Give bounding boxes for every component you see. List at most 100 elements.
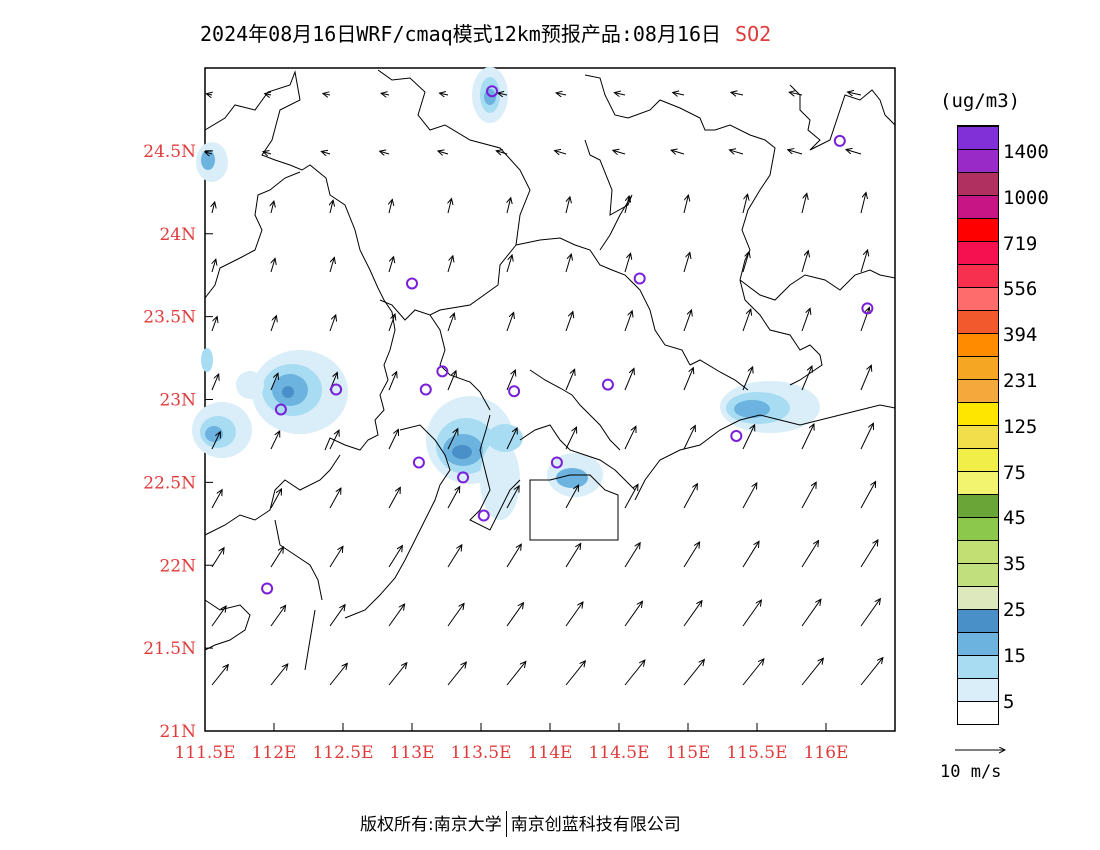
wind-vector xyxy=(742,541,759,568)
wind-vector xyxy=(270,373,278,391)
map-title: 2024年08月16日WRF/cmaq模式12km预报产品:08月16日 SO2 xyxy=(200,18,900,47)
wind-vector xyxy=(389,199,392,214)
wind-vector xyxy=(624,601,642,627)
wind-vector xyxy=(565,602,583,627)
separator xyxy=(505,811,507,837)
wind-vector xyxy=(742,600,761,627)
wind-vector xyxy=(742,194,748,214)
wind-vector xyxy=(742,252,749,273)
wind-vector xyxy=(330,200,333,214)
legend-tick-label: 394 xyxy=(1003,324,1038,347)
vector-reference-label: 10 m/s xyxy=(940,762,1002,782)
station-marker xyxy=(419,383,432,396)
wind-vector xyxy=(263,152,272,154)
wind-vector xyxy=(801,599,821,627)
station-marker xyxy=(406,277,418,290)
wind-vector xyxy=(211,374,219,391)
wind-vector xyxy=(506,544,521,568)
wind-vector xyxy=(211,490,222,509)
wind-vector xyxy=(860,365,871,391)
legend-swatch xyxy=(958,517,998,540)
wind-vector xyxy=(329,488,341,509)
wind-vector xyxy=(624,484,638,509)
lon-label: 112E xyxy=(252,743,297,763)
wind-vector xyxy=(860,307,869,332)
wind-vector xyxy=(860,193,866,214)
wind-vector xyxy=(860,658,883,686)
legend-tick-label: 35 xyxy=(1003,553,1026,576)
wind-vector xyxy=(447,429,458,450)
legend-tick-label: 25 xyxy=(1003,599,1026,621)
station-marker xyxy=(261,582,274,595)
axis-ticks xyxy=(204,150,827,732)
legend-swatch xyxy=(958,379,998,402)
wind-vector xyxy=(731,92,744,95)
legend-tick-label: 45 xyxy=(1003,507,1026,530)
color-legend xyxy=(957,125,999,725)
legend-swatch xyxy=(958,287,998,310)
wind-vector xyxy=(388,429,398,450)
wind-vector xyxy=(683,252,690,273)
wind-vector xyxy=(212,259,216,273)
wind-vector xyxy=(506,428,517,450)
wind-vector xyxy=(624,253,631,273)
wind-vector xyxy=(624,543,640,568)
wind-vector xyxy=(439,93,449,95)
legend-tick-label: 125 xyxy=(1003,415,1038,438)
wind-vector xyxy=(683,484,697,509)
wind-vector xyxy=(447,603,464,627)
wind-vector xyxy=(447,487,460,509)
wind-vector xyxy=(624,311,632,332)
org-nju: 南京大学 xyxy=(433,815,502,835)
lat-label: 21N xyxy=(159,722,196,742)
lat-label: 21.5N xyxy=(143,639,196,659)
wind-vector xyxy=(270,489,282,509)
wind-vector xyxy=(683,195,688,214)
station-marker xyxy=(330,383,343,396)
wind-vector xyxy=(329,605,345,627)
wind-vector xyxy=(388,372,397,391)
wind-vector xyxy=(506,255,512,273)
lon-label: 116E xyxy=(804,743,849,763)
wind-vector xyxy=(507,198,511,214)
legend-swatch xyxy=(958,425,998,448)
lon-label: 113E xyxy=(390,743,435,763)
wind-vector xyxy=(270,431,280,450)
legend-swatch xyxy=(958,264,998,287)
wind-vector xyxy=(323,93,331,95)
legend-swatch xyxy=(958,172,998,195)
wind-vector xyxy=(448,199,452,214)
wind-vector xyxy=(848,92,862,95)
legend-swatch xyxy=(958,701,998,724)
wind-vector xyxy=(742,483,757,509)
legend-swatch xyxy=(958,655,998,678)
wind-vector xyxy=(624,368,634,391)
station-marker xyxy=(730,429,743,442)
legend-swatch xyxy=(958,471,998,494)
wind-vector xyxy=(860,540,878,568)
wind-vector xyxy=(624,660,645,686)
legend-swatch xyxy=(958,310,998,333)
wind-vector xyxy=(506,486,519,509)
wind-vector xyxy=(742,367,753,391)
wind-vector xyxy=(506,661,526,686)
wind-vector xyxy=(801,541,818,568)
station-marker xyxy=(412,456,425,469)
wind-vector xyxy=(447,545,462,568)
wind-vector xyxy=(742,425,755,450)
wind-vector xyxy=(438,151,449,154)
legend-tick-label: 75 xyxy=(1003,461,1026,484)
wind-vector xyxy=(506,370,515,391)
wind-vector xyxy=(381,93,390,95)
wind-vector xyxy=(565,427,577,450)
lon-label: 113.5E xyxy=(450,743,511,763)
legend-tick-label: 1000 xyxy=(1003,186,1049,209)
wind-vector xyxy=(270,316,276,332)
station-marker xyxy=(601,378,614,391)
wind-vector xyxy=(673,92,685,95)
wind-vector xyxy=(329,258,334,273)
wind-vector xyxy=(846,150,862,155)
wind-vector xyxy=(496,151,508,154)
lat-label: 23.5N xyxy=(143,308,196,328)
